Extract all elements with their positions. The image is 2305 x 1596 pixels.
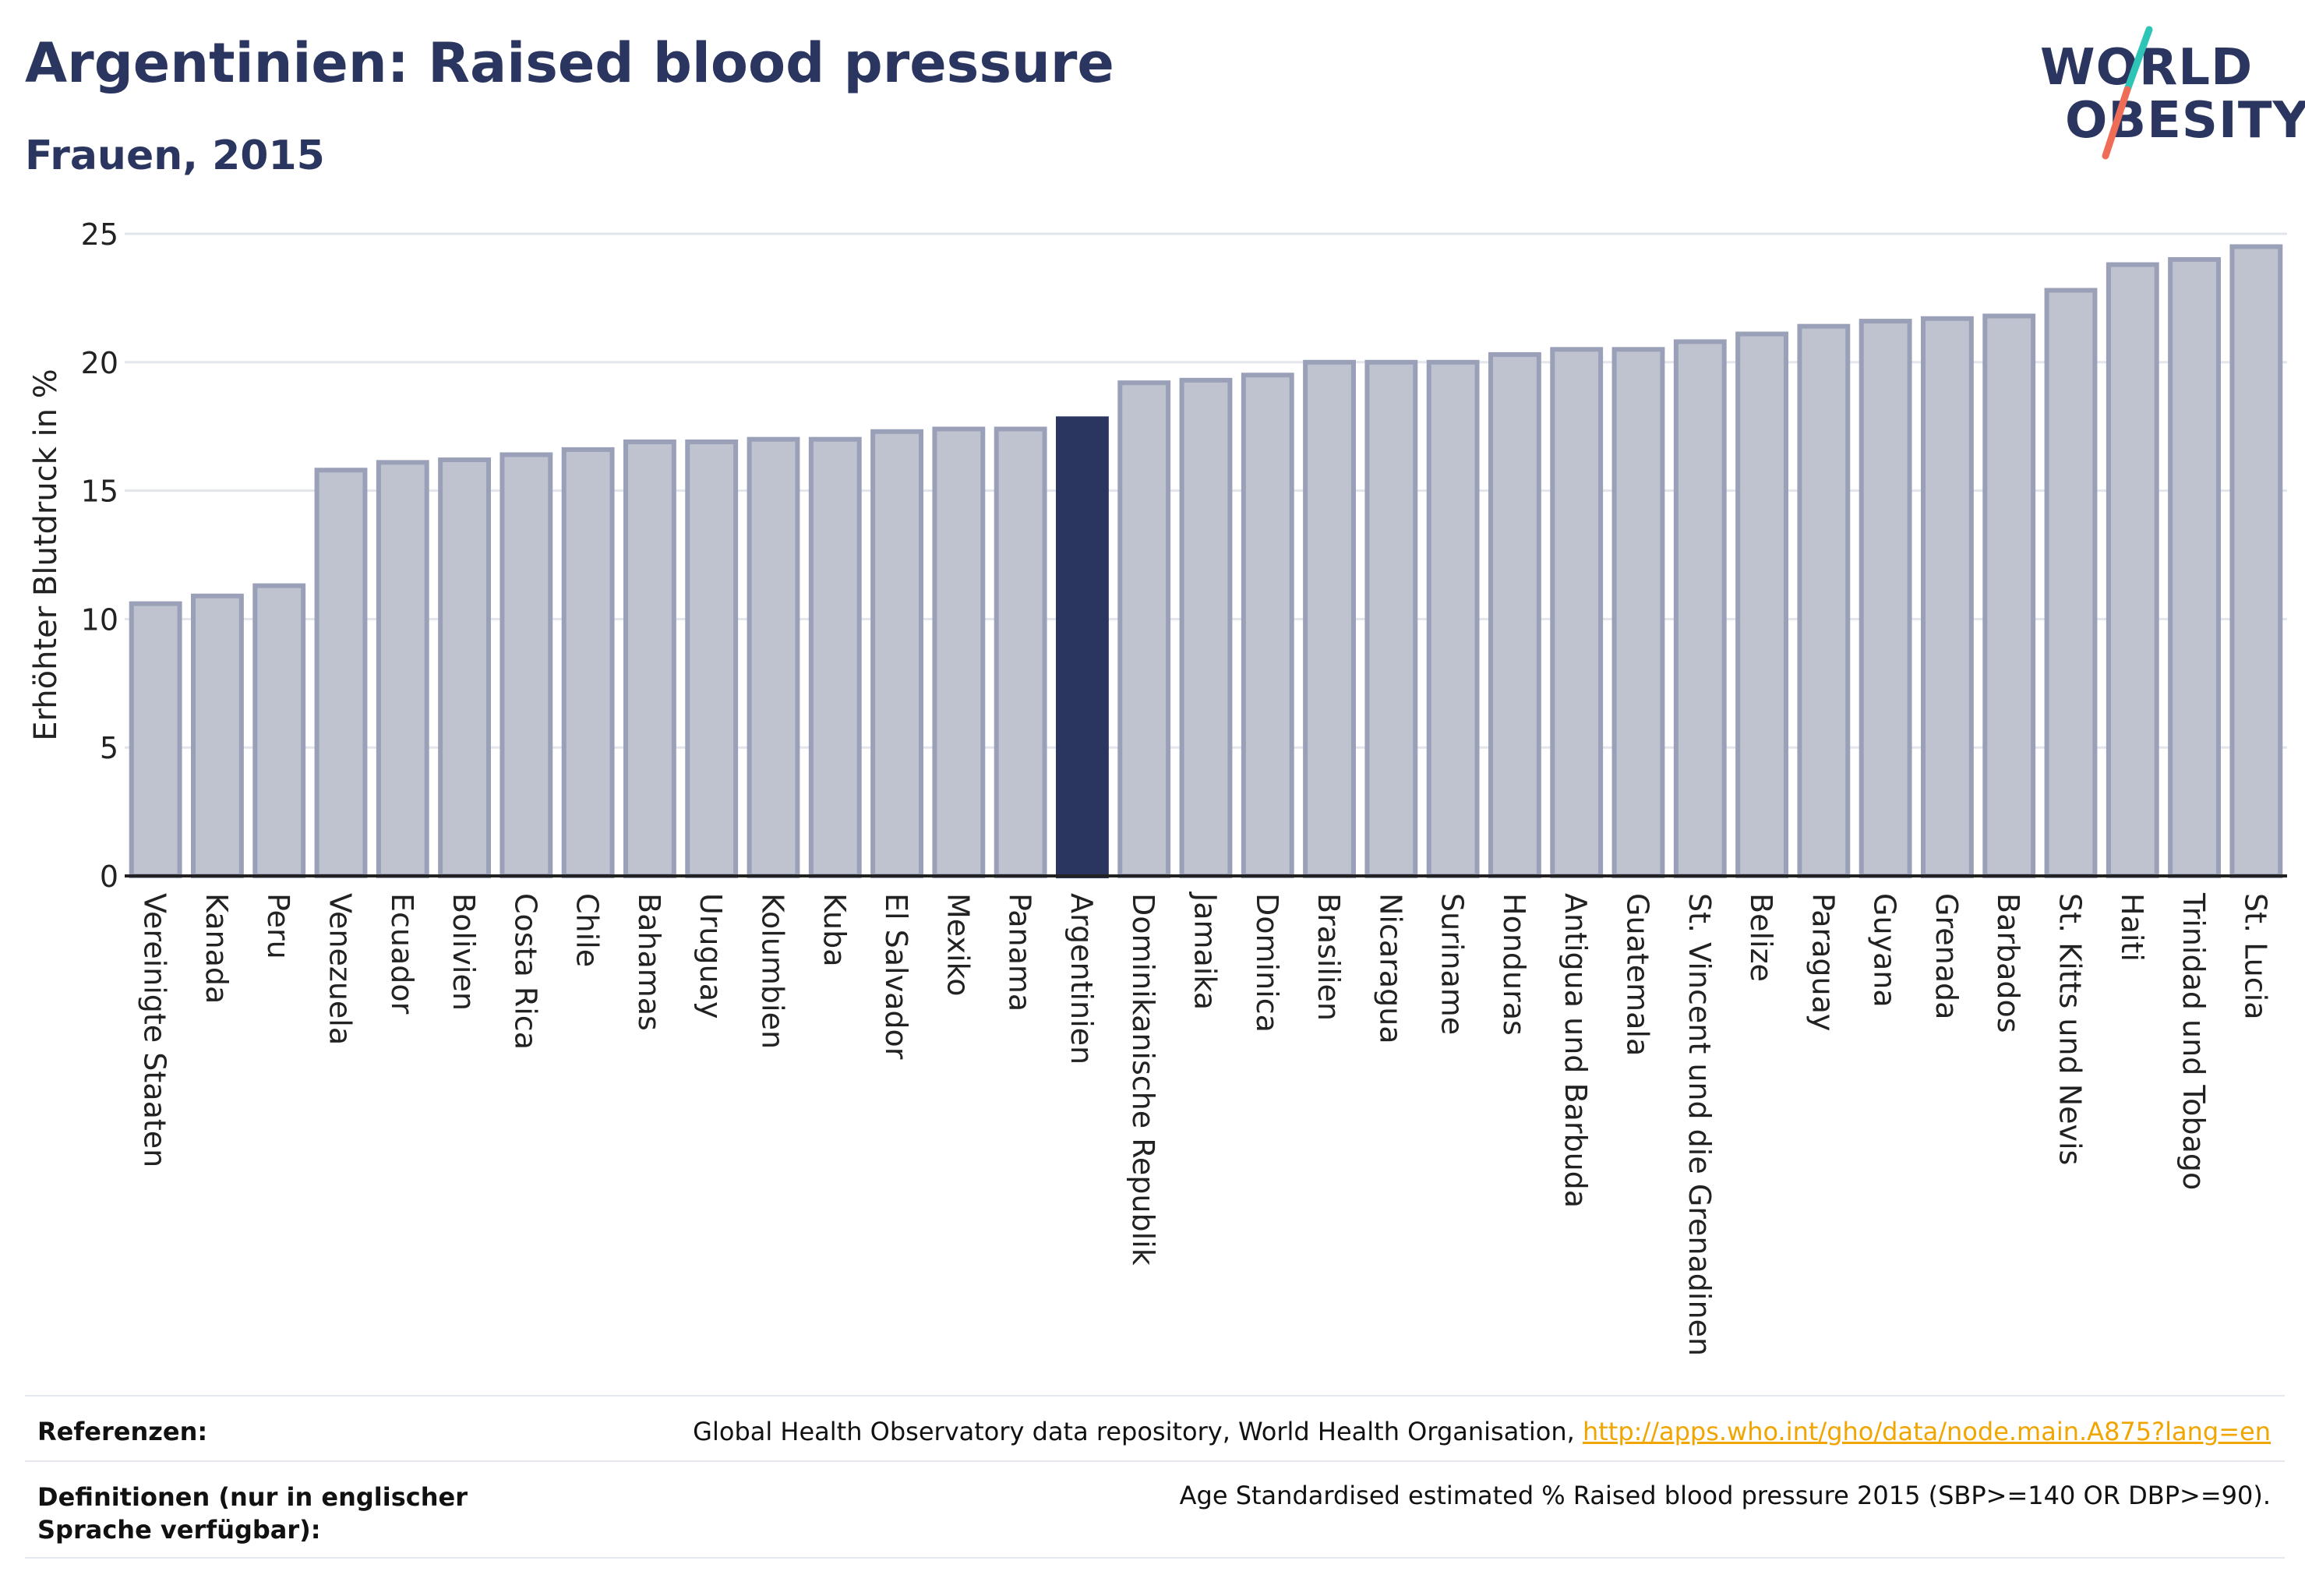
chart-title: Argentinien: Raised blood pressure [25, 31, 1114, 95]
footer-divider-top [25, 1395, 2285, 1396]
references-source: Global Health Observatory data repositor… [693, 1417, 1583, 1446]
bar [1550, 347, 1604, 878]
x-tick-label: Panama [1003, 893, 1037, 1012]
bar [2229, 244, 2283, 879]
y-axis-label: Erhöhter Blutdruck in % [28, 369, 64, 740]
x-tick-label: Vereinigte Staaten [138, 893, 172, 1167]
x-tick-label: Kanada [199, 893, 234, 1004]
bar [1921, 316, 1974, 878]
x-tick-label: Argentinien [1064, 893, 1099, 1065]
bar [1735, 331, 1788, 878]
bar-highlight [1056, 416, 1109, 878]
x-tick-label: Kuba [817, 893, 852, 967]
footer-divider-bottom [25, 1557, 2285, 1559]
logo-slash-icon [2102, 26, 2153, 160]
bar [1426, 359, 1480, 878]
x-tick-label: Grenada [1929, 893, 1964, 1019]
y-tick-label: 10 [81, 602, 118, 637]
bar [376, 460, 429, 878]
bar [1179, 377, 1233, 878]
x-tick-label: Uruguay [694, 893, 728, 1019]
bar [932, 426, 986, 878]
bar [1982, 313, 2036, 878]
bar [623, 439, 676, 878]
x-tick-label: Suriname [1435, 893, 1470, 1035]
references-text: Global Health Observatory data repositor… [693, 1417, 2271, 1446]
logo-line-1: WORLD [2040, 39, 2254, 97]
y-tick-label: 25 [81, 217, 118, 252]
x-tick-label: Brasilien [1311, 893, 1346, 1021]
x-tick-label: Peru [261, 893, 295, 959]
x-tick-label: St. Vincent und die Grenadinen [1682, 893, 1717, 1356]
x-tick-label: Bahamas [632, 893, 666, 1031]
bar [2168, 256, 2221, 878]
chart-subtitle: Frauen, 2015 [25, 132, 325, 179]
y-tick-label: 20 [81, 346, 118, 380]
bar [1611, 347, 1665, 878]
bar [2044, 288, 2098, 878]
bar [561, 447, 615, 878]
footer-divider-middle [25, 1460, 2285, 1462]
x-tick-label: Chile [570, 893, 605, 967]
x-tick-label: Belize [1744, 893, 1778, 982]
bar [499, 452, 553, 878]
bar [1673, 339, 1727, 878]
x-tick-label: St. Kitts und Nevis [2053, 893, 2088, 1165]
x-tick-label: Guatemala [1621, 893, 1655, 1056]
bar-chart: 0 5 10 15 20 25 Erhöhter Blutdruck in % Vereini… [28, 217, 2287, 1356]
x-tick-label: Venezuela [323, 893, 358, 1045]
references-label: Referenzen: [37, 1417, 208, 1446]
bar [685, 439, 739, 878]
world-obesity-logo: WORLD OBESITY [2034, 23, 2305, 164]
logo-line-2: OBESITY [2065, 92, 2305, 150]
bar [2106, 262, 2159, 878]
x-tick-label: St. Lucia [2238, 893, 2272, 1020]
bar [1488, 351, 1541, 878]
x-tick-label: Trinidad und Tobago [2176, 892, 2211, 1190]
bar [1117, 380, 1171, 878]
bar [1858, 319, 1912, 878]
bar [1364, 359, 1418, 878]
x-tick-label: Ecuador [385, 893, 419, 1015]
bar [808, 436, 862, 878]
x-tick-label: Mexiko [941, 893, 975, 996]
x-tick-label: Kolumbien [756, 893, 790, 1049]
x-tick-label: Paraguay [1806, 893, 1840, 1031]
definitions-text: Age Standardised estimated % Raised bloo… [1179, 1481, 2271, 1510]
x-tick-label: Antigua und Barbuda [1558, 893, 1593, 1208]
x-tick-label: Honduras [1497, 893, 1531, 1036]
bar [1241, 373, 1294, 878]
x-tick-label: Haiti [2115, 893, 2149, 962]
x-tick-label: Barbados [1991, 893, 2025, 1033]
x-tick-label: El Salvador [879, 893, 913, 1060]
bar [252, 583, 306, 878]
y-tick-label: 0 [100, 860, 118, 894]
definitions-label: Definitionen (nur in englischer Sprache … [37, 1482, 468, 1545]
x-tick-label: Jamaika [1188, 892, 1223, 1010]
bar [129, 601, 182, 879]
y-tick-label: 15 [81, 475, 118, 509]
references-link[interactable]: http://apps.who.int/gho/data/node.main.A… [1582, 1417, 2271, 1446]
x-tick-label: Dominica [1250, 893, 1284, 1033]
y-tick-label: 5 [100, 731, 118, 765]
x-tick-label: Bolivien [447, 893, 481, 1011]
bar [747, 436, 800, 878]
bar [1303, 359, 1356, 878]
bar [870, 429, 923, 878]
bar [1797, 323, 1851, 878]
bar [314, 468, 368, 878]
x-tick-label: Guyana [1868, 893, 1902, 1008]
x-tick-label: Dominikanische Republik [1126, 893, 1160, 1266]
x-tick-label: Nicaragua [1373, 893, 1407, 1044]
bar [438, 457, 491, 878]
x-tick-label: Costa Rica [508, 893, 542, 1050]
bar [994, 426, 1047, 878]
bar [191, 593, 244, 879]
